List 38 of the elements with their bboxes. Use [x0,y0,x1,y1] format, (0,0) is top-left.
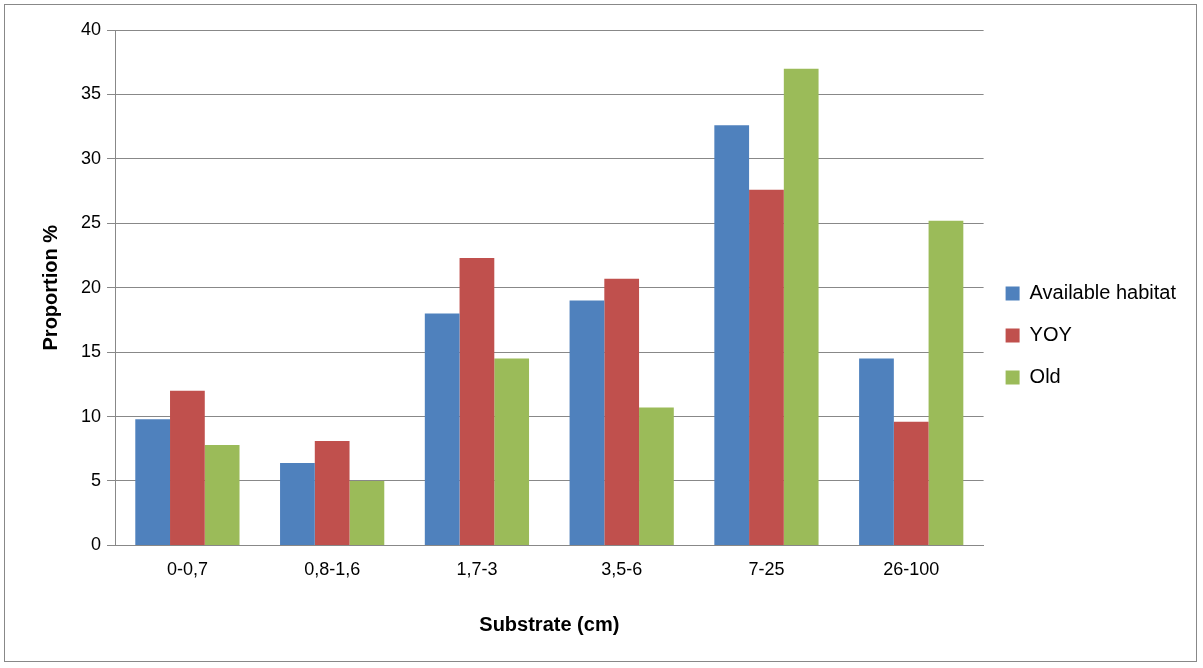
bar [280,462,315,545]
bar [893,421,929,545]
legend-label: Old [1029,365,1061,388]
y-tick-label: 30 [80,147,102,168]
bar [424,313,460,545]
legend-label: YOY [1029,323,1072,346]
bar [859,358,894,545]
bar [783,68,819,545]
bar [928,220,964,545]
y-tick-label: 20 [80,276,102,297]
legend-label: Available habitat [1029,281,1177,304]
bar [135,419,171,545]
y-axis-title: Proportion % [38,224,61,351]
y-tick-label: 15 [80,341,102,362]
y-tick-label: 0 [91,534,102,555]
bar [170,390,205,545]
x-tick-label: 0,8-1,6 [304,559,361,580]
bar [204,444,240,545]
y-tick-label: 5 [91,469,102,490]
x-tick-label: 7-25 [748,559,785,580]
bar [604,278,640,545]
x-axis-title: Substrate (cm) [479,612,620,635]
bar [494,358,530,545]
bar [459,258,495,545]
y-tick-label: 25 [80,212,102,233]
y-tick-label: 10 [80,405,102,426]
bar [314,441,350,545]
y-tick-label: 40 [80,18,102,39]
x-tick-label: 26-100 [883,559,940,580]
x-tick-label: 3,5-6 [601,559,643,580]
y-tick-label: 35 [80,83,102,104]
bar [569,300,605,545]
bar [349,480,385,545]
bar [639,407,674,545]
bar [714,125,750,545]
bar [749,189,784,545]
x-tick-label: 1,7-3 [456,559,498,580]
x-tick-label: 0-0,7 [166,559,208,580]
